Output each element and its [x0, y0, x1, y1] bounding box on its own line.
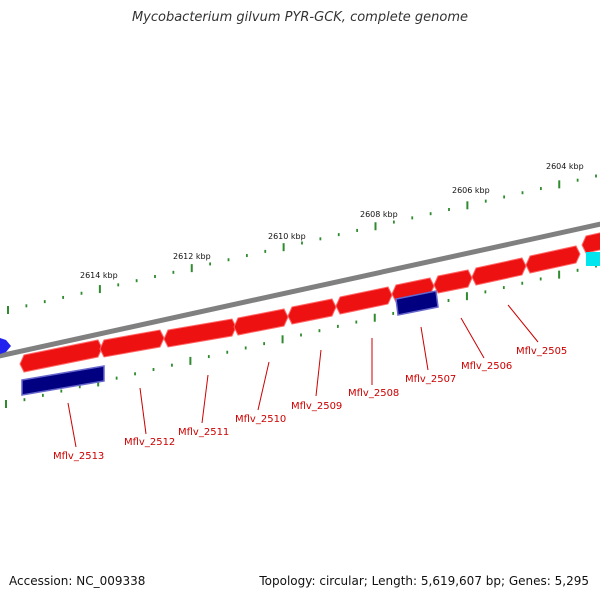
kbp-label-2608: 2608 kbp [360, 210, 398, 219]
kbp-labels: 2604 kbp 2606 kbp 2608 kbp 2610 kbp 2612… [80, 162, 584, 280]
reverse-gene-left[interactable] [21, 365, 105, 396]
gene-mflv-2506[interactable] [433, 269, 473, 294]
gene-mflv-2513[interactable] [19, 339, 103, 373]
gene-mflv-2512[interactable] [99, 329, 165, 358]
kbp-label-2614: 2614 kbp [80, 271, 118, 280]
gene-label-2506: Mflv_2506 [461, 361, 512, 372]
reverse-genes [21, 290, 439, 396]
gene-labels: Mflv_2505 Mflv_2506 Mflv_2507 Mflv_2508 … [53, 346, 567, 462]
map-title: Mycobacterium gilvum PYR-GCK, complete g… [131, 10, 469, 25]
gene-mflv-2505[interactable] [525, 245, 581, 274]
gene-label-2509: Mflv_2509 [291, 401, 342, 412]
kbp-label-2610: 2610 kbp [268, 232, 306, 241]
gene-mflv-2510[interactable] [233, 308, 289, 336]
gene-label-2510: Mflv_2510 [235, 414, 286, 425]
outer-scale-ring [7, 174, 597, 314]
cyan-feature-right[interactable] [586, 252, 600, 266]
forward-genes [19, 232, 600, 373]
gene-label-2507: Mflv_2507 [405, 374, 456, 385]
kbp-label-2604: 2604 kbp [546, 162, 584, 171]
gene-label-2505: Mflv_2505 [516, 346, 567, 357]
gene-label-2508: Mflv_2508 [348, 388, 399, 399]
gene-label-2512: Mflv_2512 [124, 437, 175, 448]
gene-mflv-2505a[interactable] [471, 257, 527, 286]
gene-label-2513: Mflv_2513 [53, 451, 104, 462]
gene-mflv-2508[interactable] [335, 286, 393, 315]
blue-feature-left[interactable] [0, 338, 11, 354]
gene-mflv-2509[interactable] [287, 298, 337, 325]
kbp-label-2606: 2606 kbp [452, 186, 490, 195]
accession-text: Accession: NC_009338 [9, 574, 146, 588]
gene-label-2511: Mflv_2511 [178, 427, 229, 438]
genome-backbone [0, 221, 600, 359]
reverse-gene-center[interactable] [395, 290, 439, 316]
kbp-label-2612: 2612 kbp [173, 252, 211, 261]
gene-partial-right[interactable] [581, 232, 600, 254]
gene-mflv-2511[interactable] [163, 318, 237, 348]
gene-leader-lines [67, 304, 539, 448]
genome-summary-text: Topology: circular; Length: 5,619,607 bp… [259, 574, 589, 588]
